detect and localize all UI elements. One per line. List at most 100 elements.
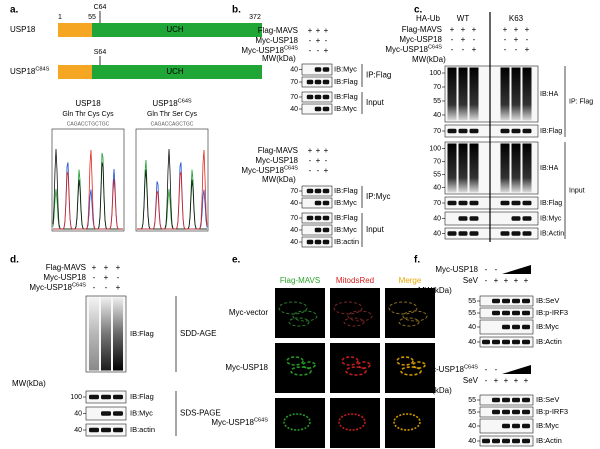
antibody-label: IB:p-IRF3 [536, 407, 568, 416]
sign: - [462, 45, 465, 54]
band [322, 239, 330, 245]
band [314, 239, 322, 245]
sign: + [324, 166, 329, 175]
micrograph [330, 398, 380, 448]
antibody-label: IB:HA [540, 91, 559, 98]
band [458, 128, 468, 134]
construct-name-superscript: C84S [35, 66, 49, 72]
mw-marker: 70 [433, 158, 441, 165]
mw-marker: 100 [429, 145, 441, 152]
micrograph [275, 288, 325, 338]
sign: + [324, 26, 329, 35]
cell-signal [292, 310, 318, 322]
sign: + [316, 146, 321, 155]
row-label: SeV [463, 276, 479, 285]
band [522, 128, 532, 134]
mw-marker: 40 [433, 215, 441, 222]
row-label-superscript: C64S [464, 364, 478, 370]
mw-marker: 70 [290, 79, 298, 86]
band [492, 409, 500, 415]
antibody-label: IB:Actin [540, 230, 564, 237]
band [113, 394, 123, 400]
smear [89, 297, 99, 371]
sign: - [317, 46, 320, 55]
trace [53, 149, 123, 230]
sign: + [308, 26, 313, 35]
band [512, 397, 520, 403]
band [314, 188, 322, 194]
row-label: SeV [463, 376, 479, 385]
row-label: Myc-USP18 [29, 283, 72, 292]
mw-label: MW(kDa) [418, 286, 452, 295]
mw-marker: 40 [433, 230, 441, 237]
mw-label: MW(kDa) [418, 386, 452, 395]
sign: + [324, 46, 329, 55]
cell-signal [302, 361, 316, 369]
band [492, 339, 500, 345]
antibody-label: IB:Myc [130, 408, 153, 417]
smear [447, 67, 457, 121]
smear [447, 143, 457, 193]
band [511, 128, 521, 134]
cell-signal [278, 301, 308, 315]
band [522, 324, 530, 330]
band [512, 423, 520, 429]
band [512, 298, 520, 304]
band [502, 397, 510, 403]
micrograph [385, 343, 435, 393]
domain-label: UCH [166, 25, 184, 34]
antibody-label: IB:Flag [334, 92, 358, 101]
micrograph [330, 343, 380, 393]
sign: + [308, 146, 313, 155]
cell-signal [412, 361, 426, 369]
mw-marker: 70 [290, 94, 298, 101]
group-label: Input [569, 187, 585, 194]
cell-signal [357, 361, 371, 369]
sign: + [525, 25, 530, 34]
sign: - [515, 45, 518, 54]
band [89, 427, 99, 433]
band [322, 188, 330, 194]
micrograph [330, 288, 380, 338]
mw-marker: 40 [290, 227, 298, 234]
band [322, 200, 330, 206]
mw-label: MW(kDa) [262, 175, 296, 184]
band [522, 339, 530, 345]
dose-triangle [502, 265, 531, 274]
smear [522, 67, 532, 121]
band [469, 216, 479, 221]
cell-signal [333, 301, 363, 315]
band [511, 216, 521, 221]
mw-marker: 40 [468, 423, 476, 430]
sign: + [316, 26, 321, 35]
chromatogram-title: USP18 [152, 99, 178, 108]
antibody-label: IB:Myc [536, 421, 559, 430]
antibody-label: IB:Myc [536, 322, 559, 331]
cell-signal [402, 310, 428, 322]
row-label: Myc-USP18 [255, 36, 298, 45]
mw-marker: 40 [74, 427, 82, 434]
sign: - [485, 365, 488, 374]
dose-triangle [502, 365, 531, 374]
construct-name: USP18 [10, 67, 36, 76]
cell-signal [388, 301, 418, 315]
sign: + [503, 25, 508, 34]
band [113, 411, 123, 416]
antibody-label: IB:Myc [334, 198, 357, 207]
panel-label: b. [232, 5, 241, 16]
sign: + [116, 263, 121, 272]
condition-label: Myc-USP18 [211, 418, 254, 427]
row-label-superscript: C64S [428, 44, 442, 50]
antibody-label: IB:Myc [334, 64, 357, 73]
row-label-superscript: C64S [72, 282, 86, 288]
band [314, 227, 322, 233]
codons: Gln Thr Cys Cys [62, 111, 114, 118]
mw-marker: 40 [290, 200, 298, 207]
group-label: IP: Flag [569, 98, 593, 105]
antibody-label: IB:Actin [536, 337, 562, 346]
cell-signal [286, 356, 304, 366]
mw-label: MW(kDa) [412, 55, 446, 64]
band [511, 231, 521, 236]
band [322, 227, 330, 233]
